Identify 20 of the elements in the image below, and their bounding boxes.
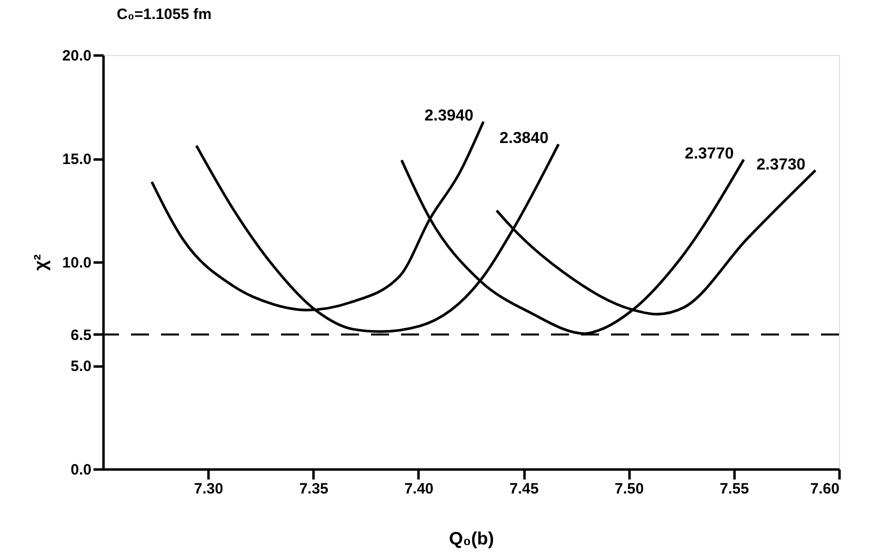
y-tick-label: 0.0 [70,462,92,478]
x-tick-label: 7.40 [404,480,434,498]
x-axis-title: Q₀(b) [448,528,494,548]
x-tick-label: 7.55 [720,480,749,498]
series-label: 2.3730 [756,156,806,174]
x-tick-label: 7.35 [299,480,328,498]
series-label: 2.3940 [424,108,474,125]
x-tick-label: 7.60 [810,480,840,498]
y-tick-label: 15.0 [62,151,92,168]
y-tick-label: 20.0 [62,48,92,64]
x-tick-label: 7.45 [509,480,539,498]
x-tick-label: 7.50 [614,480,644,498]
y-tick-label: 10.0 [62,254,92,272]
x-tick-label: 7.30 [194,480,224,498]
series-label: 2.3840 [500,130,549,148]
chart-title: C₀=1.1055 fm [116,6,212,23]
y-tick-label: 5.0 [70,358,92,375]
series-label: 2.3770 [684,146,734,163]
y-axis-title: χ² [30,254,50,271]
y-tick-label: 6.5 [70,326,92,344]
